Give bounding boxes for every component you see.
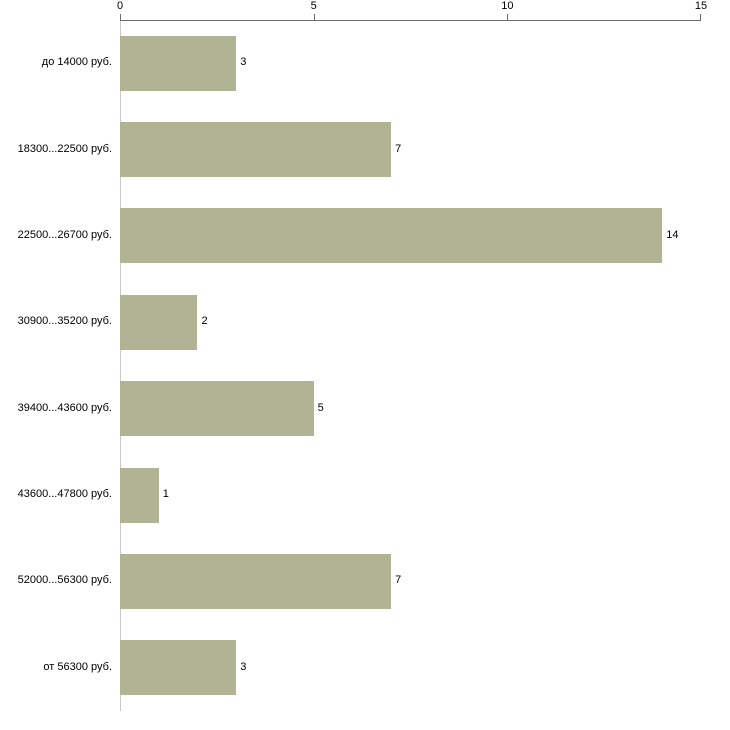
x-tick-mark (313, 14, 315, 21)
bar-value-label: 2 (201, 315, 208, 328)
bar[interactable] (120, 122, 392, 178)
x-tick-mark (120, 14, 121, 21)
bar-value-label: 5 (317, 401, 324, 414)
x-axis-line (120, 20, 701, 21)
category-label: 22500...26700 руб. (17, 228, 112, 241)
category-label: 43600...47800 руб. (17, 488, 112, 501)
category-label: до 14000 руб. (41, 56, 112, 69)
bar[interactable] (120, 467, 159, 523)
bar-value-label: 7 (395, 574, 402, 587)
x-tick-label: 15 (694, 0, 708, 12)
category-label: 39400...43600 руб. (17, 401, 112, 414)
x-tick-label: 10 (501, 0, 514, 12)
x-tick-label: 5 (310, 0, 317, 12)
bar-value-label: 7 (395, 142, 402, 155)
category-label: от 56300 руб. (43, 660, 112, 673)
bar[interactable] (120, 553, 392, 609)
x-tick-mark (700, 14, 701, 21)
category-label: 30900...35200 руб. (17, 315, 112, 328)
bar[interactable] (120, 381, 314, 437)
bar-value-label: 1 (162, 488, 169, 501)
y-axis-line (120, 20, 121, 711)
bar[interactable] (120, 640, 237, 696)
bar[interactable] (120, 35, 237, 91)
bar-value-label: 3 (240, 56, 247, 69)
x-tick-label: 0 (116, 0, 124, 12)
bar[interactable] (120, 208, 663, 264)
bar[interactable] (120, 294, 198, 350)
bar-value-label: 14 (666, 228, 679, 241)
category-label: 18300...22500 руб. (17, 142, 112, 155)
bar-value-label: 3 (240, 660, 247, 673)
x-tick-mark (507, 14, 509, 21)
category-label: 52000...56300 руб. (17, 574, 112, 587)
